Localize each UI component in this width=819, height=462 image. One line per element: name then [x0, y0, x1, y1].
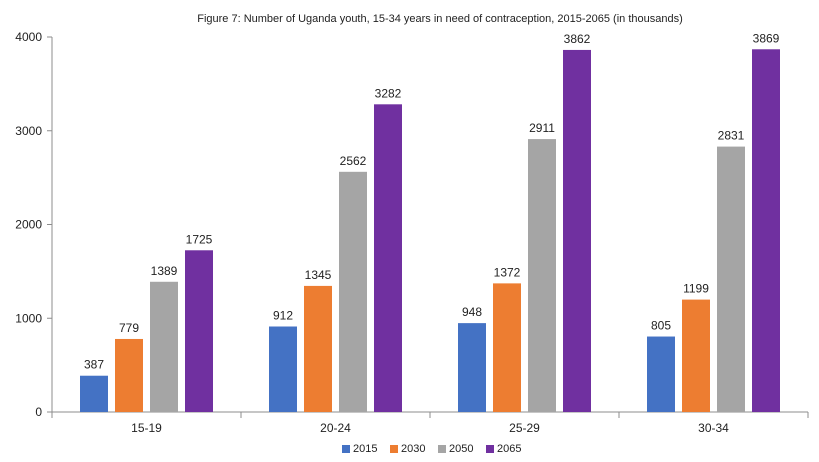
- bar: [528, 139, 556, 412]
- bar: [269, 326, 297, 412]
- bar: [493, 283, 521, 412]
- data-label: 2562: [340, 154, 367, 168]
- legend: 2015 2030 2050 2065: [342, 443, 521, 455]
- data-label: 2831: [718, 129, 745, 143]
- bar: [304, 285, 332, 412]
- bar: [752, 49, 780, 412]
- data-label: 1389: [151, 264, 178, 278]
- bars: [80, 49, 780, 412]
- bar: [682, 299, 710, 412]
- x-tick-label: 30-34: [698, 421, 729, 435]
- data-label: 3862: [564, 32, 591, 46]
- data-label: 1345: [305, 268, 332, 282]
- legend-label: 2015: [353, 443, 377, 455]
- x-tick-label: 20-24: [320, 421, 351, 435]
- data-label: 1725: [186, 232, 213, 246]
- chart-title: Figure 7: Number of Uganda youth, 15-34 …: [197, 13, 683, 25]
- y-tick-label: 2000: [15, 218, 42, 232]
- y-tick-label: 0: [35, 405, 42, 419]
- data-label: 779: [119, 321, 139, 335]
- legend-label: 2050: [449, 443, 473, 455]
- bar: [563, 49, 591, 412]
- data-labels: 387 779 1389 1725 912 1345 2562 3282 948 1372 2911…: [84, 31, 780, 371]
- axes: 0 1000 2000 3000 4000 15-19 20-24 25-29 30-34: [15, 30, 809, 435]
- legend-swatch: [486, 445, 494, 453]
- legend-label: 2030: [401, 443, 425, 455]
- data-label: 2911: [529, 121, 555, 135]
- legend-label: 2065: [497, 443, 521, 455]
- data-label: 805: [651, 319, 671, 333]
- data-label: 3869: [753, 31, 780, 45]
- bar: [458, 323, 486, 412]
- bar: [185, 250, 213, 412]
- bar: [647, 336, 675, 412]
- x-tick-label: 15-19: [131, 421, 162, 435]
- x-tick-label: 25-29: [509, 421, 540, 435]
- y-tick-label: 1000: [15, 311, 42, 325]
- data-label: 387: [84, 358, 104, 372]
- legend-swatch: [342, 445, 350, 453]
- data-label: 3282: [375, 86, 402, 100]
- data-label: 1199: [683, 282, 709, 296]
- bar: [339, 171, 367, 412]
- y-tick-label: 4000: [15, 30, 42, 44]
- bar: [115, 338, 143, 412]
- y-tick-label: 3000: [15, 124, 42, 138]
- bar: [717, 146, 745, 412]
- data-label: 1372: [494, 265, 521, 279]
- data-label: 912: [273, 309, 293, 323]
- bar: [374, 104, 402, 412]
- bar: [80, 375, 108, 412]
- legend-swatch: [438, 445, 446, 453]
- legend-swatch: [390, 445, 398, 453]
- data-label: 948: [462, 305, 482, 319]
- bar: [150, 281, 178, 412]
